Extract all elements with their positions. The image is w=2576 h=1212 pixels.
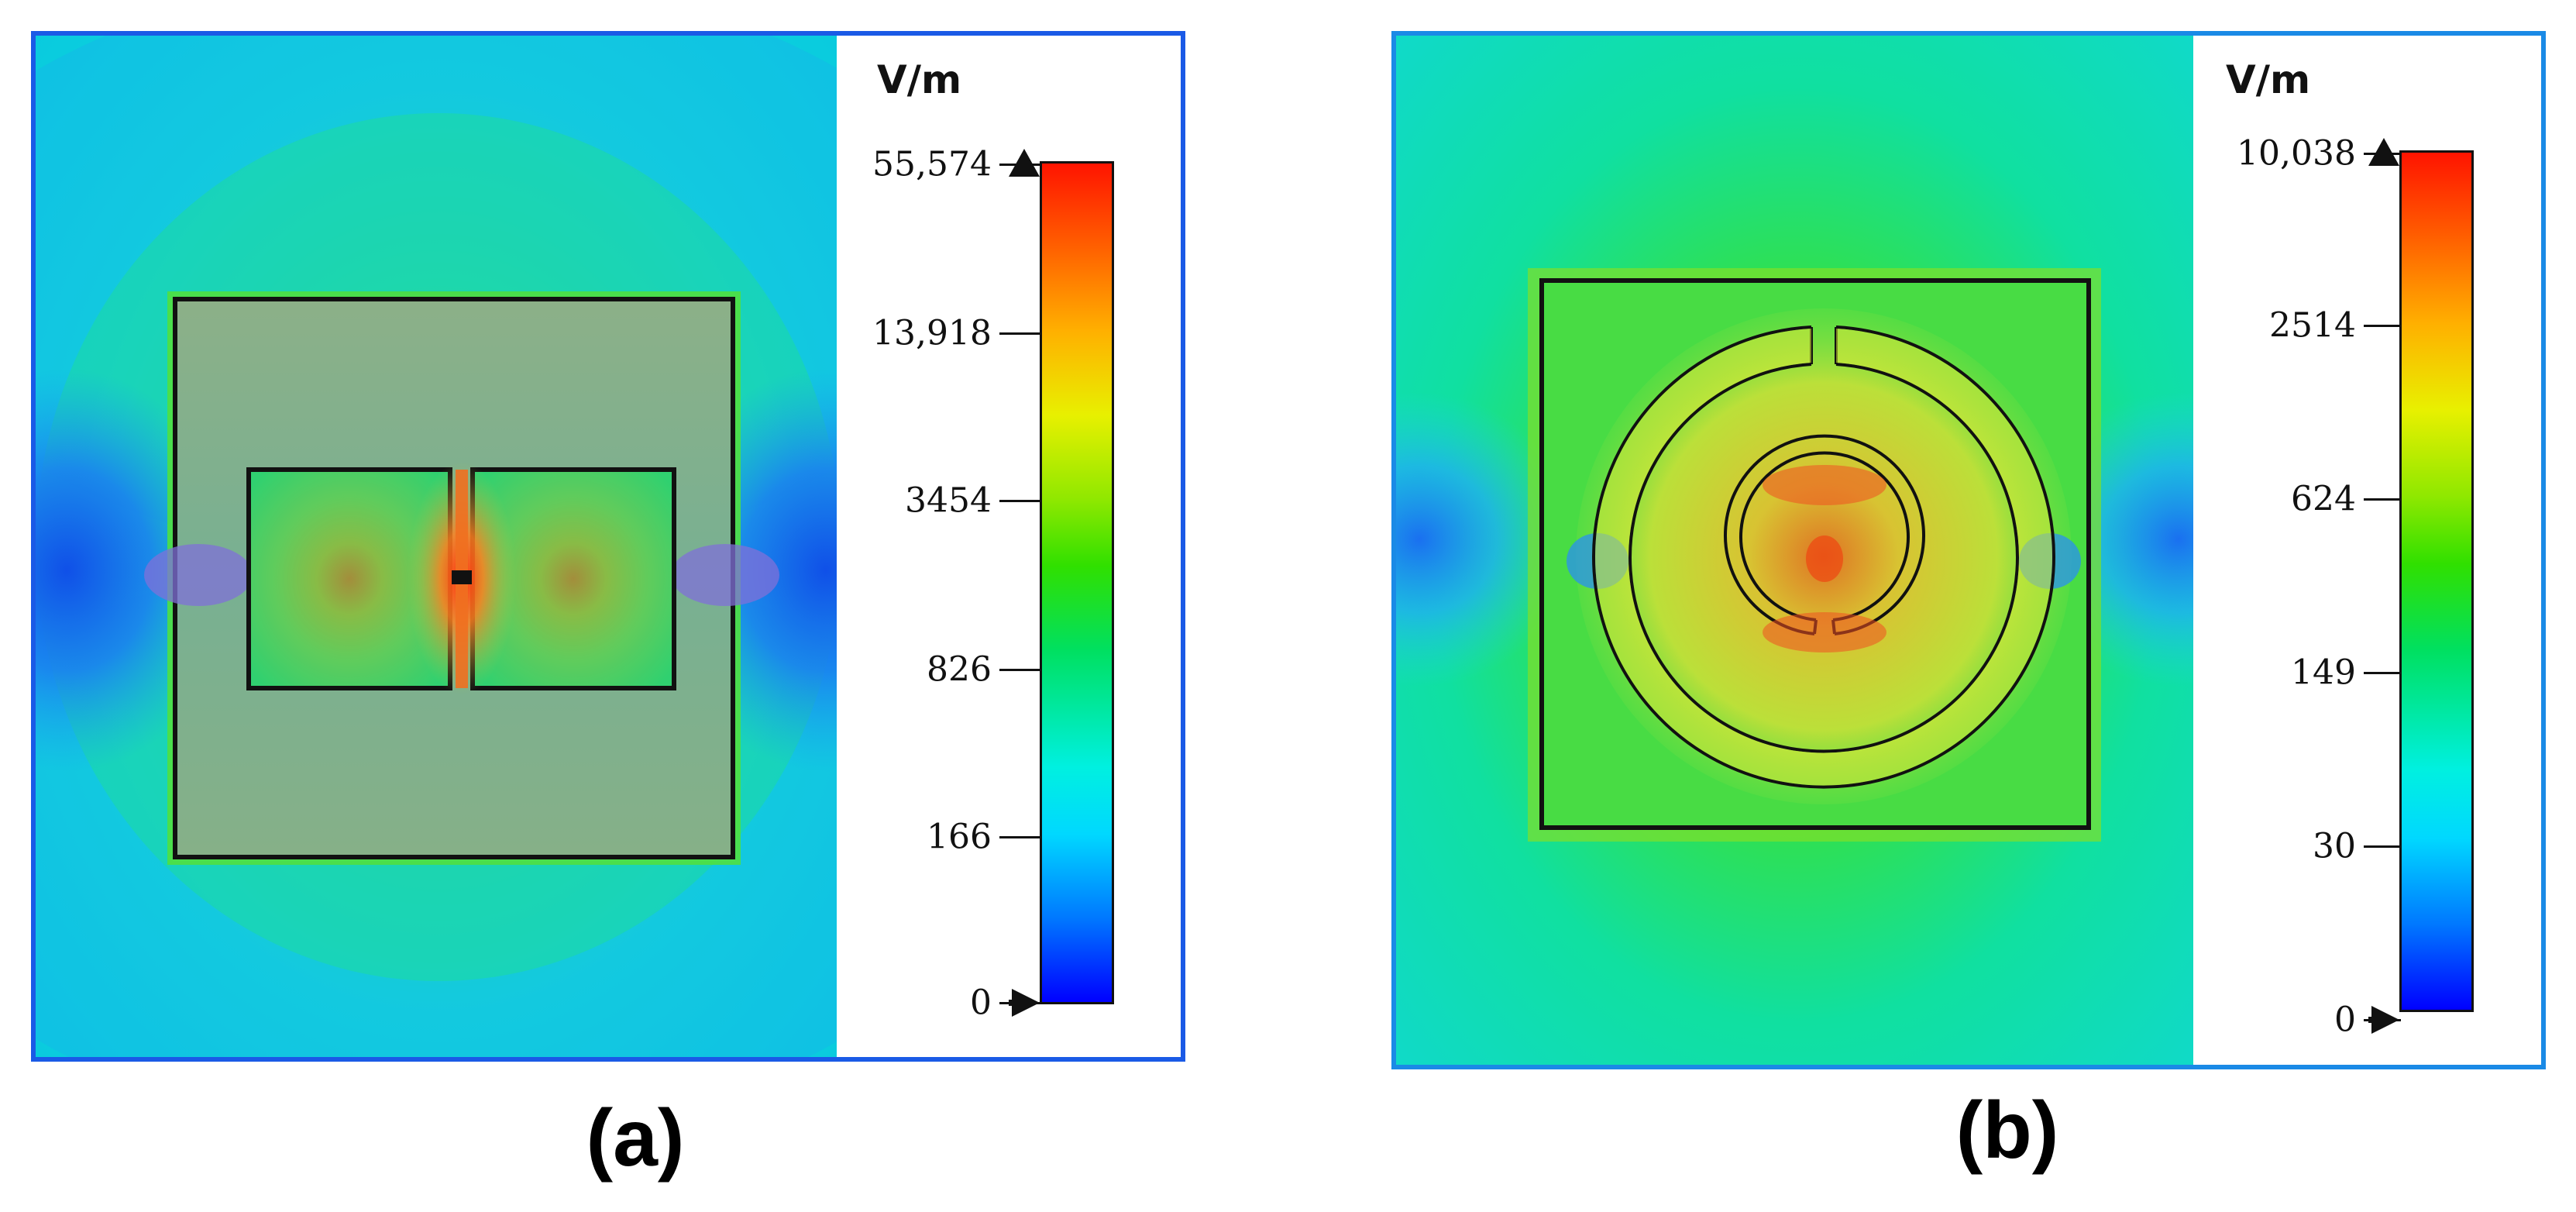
panel-b-colorbar: [2399, 150, 2474, 1012]
panel-b-tick-label: 2514: [2269, 305, 2356, 346]
panel-a-colorbar: [1040, 161, 1114, 1004]
panel-b-tick-label: 624: [2291, 479, 2356, 519]
panel-b-tick-line: [2364, 325, 2401, 327]
panel-a-tick-label: 826: [927, 649, 992, 690]
panel-b-field-map: [1391, 31, 2193, 1069]
panel-a-legend: V/m 55,574 13,918 3454 826 166 0: [837, 31, 1185, 1062]
panel-a-tick-line: [999, 669, 1041, 671]
panel-a-field-svg: [36, 36, 837, 1057]
panel-b: V/m 10,038 2514 624 149 30 0 (b): [1391, 31, 2546, 1176]
panel-b-legend: V/m 10,038 2514 624 149 30 0: [2193, 31, 2546, 1069]
panel-a-tick-label: 13,918: [872, 313, 992, 353]
panel-b-tick-line: [2364, 498, 2401, 501]
panel-a-gap-feed: [452, 570, 472, 584]
panel-a-tick-line: [999, 500, 1041, 502]
panel-b-max-marker-icon: [2368, 138, 2399, 166]
panel-a-min-marker-icon: [1009, 989, 1040, 1017]
panel-a-caption: (a): [586, 1093, 685, 1183]
panel-b-tick-line: [2364, 845, 2401, 848]
panel-b-tick-label: 10,038: [2237, 133, 2356, 174]
panel-a-max-marker-icon: [1009, 149, 1040, 177]
panel-a-tick-line: [999, 836, 1041, 838]
panel-a-tick-label: 0: [970, 983, 992, 1023]
panel-b-tick-line: [2364, 672, 2401, 674]
panel-b-min-marker-icon: [2368, 1006, 2399, 1034]
panel-a: V/m 55,574 13,918 3454 826 166 0 (a): [31, 31, 1185, 1183]
panel-a-tick-label: 3454: [905, 480, 992, 521]
panel-a-unit-label: V/m: [877, 57, 962, 102]
panel-a-tick-label: 166: [927, 817, 992, 857]
panel-a-field-map: [31, 31, 837, 1062]
panel-a-tick-line: [999, 332, 1041, 335]
panel-b-caption: (b): [1955, 1086, 2059, 1176]
panel-a-tick-label: 55,574: [872, 144, 992, 184]
panel-b-unit-label: V/m: [2226, 57, 2311, 102]
panel-b-tick-label: 30: [2313, 826, 2356, 866]
panel-b-tick-label: 149: [2291, 652, 2356, 693]
panel-b-tick-label: 0: [2334, 1000, 2356, 1040]
panel-b-field-svg: [1396, 36, 2193, 1065]
